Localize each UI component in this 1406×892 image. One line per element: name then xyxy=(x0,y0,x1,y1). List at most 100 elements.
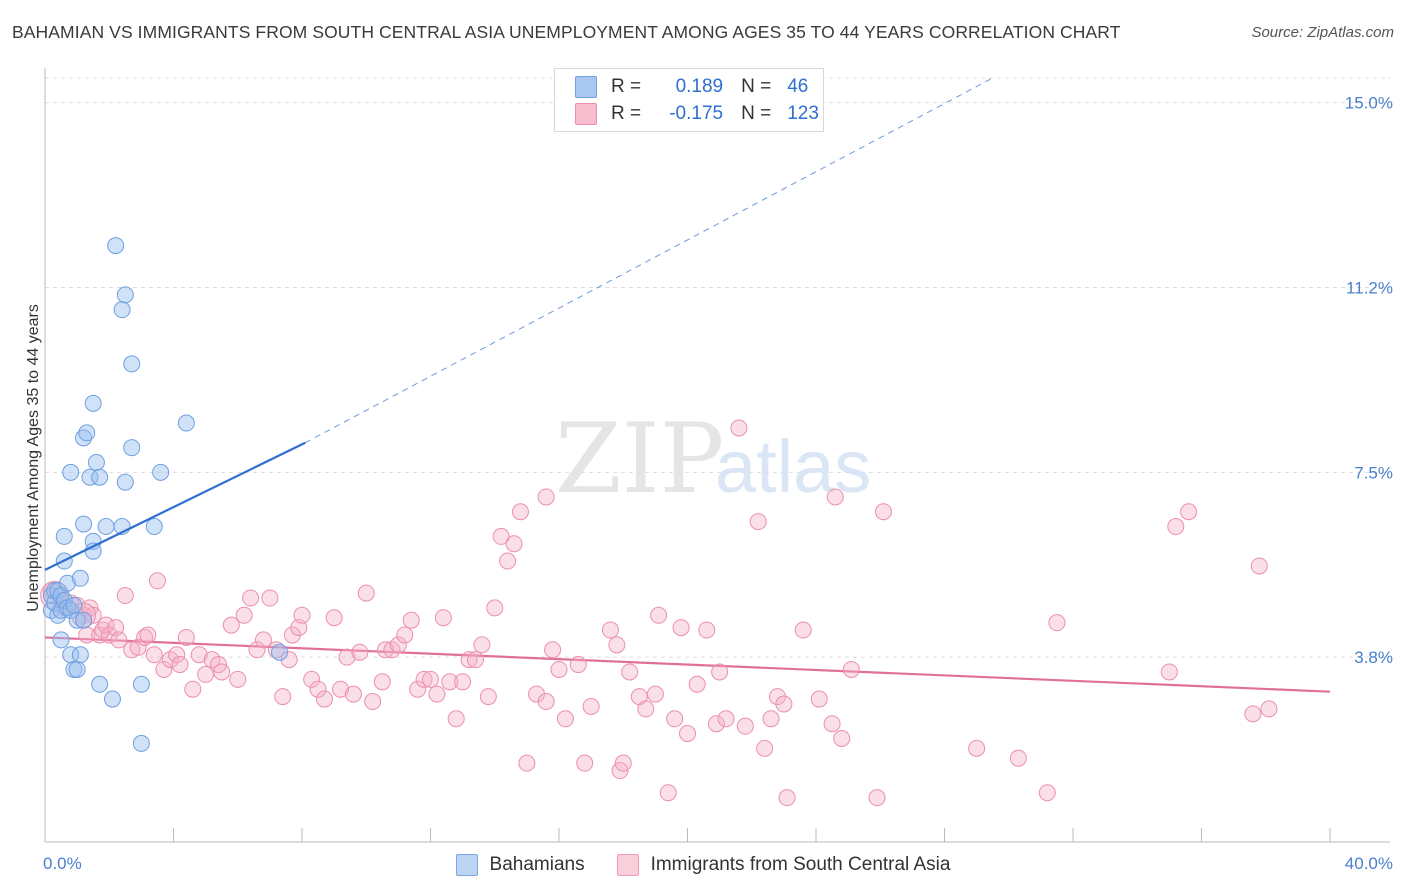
data-point xyxy=(473,636,491,654)
data-point xyxy=(537,693,555,711)
data-point xyxy=(775,695,793,713)
data-point xyxy=(550,660,568,678)
legend-row-immigrants: R = -0.175 N = 123 xyxy=(575,101,819,127)
data-point xyxy=(505,535,523,553)
n-label: N = xyxy=(741,103,772,124)
data-point xyxy=(145,646,163,664)
data-point xyxy=(116,286,134,304)
legend-item-immigrants[interactable]: Immigrants from South Central Asia xyxy=(616,854,950,876)
legend-swatch-blue xyxy=(575,76,597,98)
data-point xyxy=(62,601,80,619)
data-point xyxy=(1244,705,1262,723)
data-point xyxy=(736,717,754,735)
data-point xyxy=(309,680,327,698)
r-value-bahamians: 0.189 xyxy=(675,76,724,97)
legend-swatch-immigrants xyxy=(616,854,639,876)
data-point xyxy=(666,710,684,728)
data-point xyxy=(229,670,247,688)
legend-item-bahamians[interactable]: Bahamians xyxy=(455,854,585,876)
correlation-legend: R = 0.189 N = 46 R = -0.175 N = 123 xyxy=(554,68,824,132)
data-point xyxy=(103,690,121,708)
data-point xyxy=(248,641,266,659)
data-point xyxy=(357,584,375,602)
y-axis-label: Unemployment Among Ages 35 to 44 years xyxy=(25,304,42,612)
data-point xyxy=(110,631,128,649)
data-point xyxy=(1250,557,1268,575)
data-point xyxy=(338,648,356,666)
data-point xyxy=(58,574,76,592)
data-point xyxy=(132,675,150,693)
data-point xyxy=(148,572,166,590)
data-point xyxy=(55,527,73,545)
data-point xyxy=(364,693,382,711)
data-point xyxy=(78,424,96,442)
data-point xyxy=(842,660,860,678)
data-point xyxy=(75,429,93,447)
data-point xyxy=(499,552,517,570)
chart-title: BAHAMIAN VS IMMIGRANTS FROM SOUTH CENTRA… xyxy=(12,22,1121,42)
data-point xyxy=(711,663,729,681)
data-point xyxy=(582,697,600,715)
data-point xyxy=(97,616,115,634)
data-point xyxy=(62,463,80,481)
data-point xyxy=(91,675,109,693)
source-label: Source: ZipAtlas.com xyxy=(1251,24,1394,41)
n-value-immigrants: 123 xyxy=(787,103,819,124)
data-point xyxy=(123,355,141,373)
data-point xyxy=(152,463,170,481)
points-bahamians xyxy=(42,237,289,752)
data-point xyxy=(556,710,574,728)
data-point xyxy=(139,626,157,644)
data-point xyxy=(171,656,189,674)
data-point xyxy=(235,606,253,624)
data-point xyxy=(303,670,321,688)
data-point xyxy=(544,641,562,659)
data-point xyxy=(688,675,706,693)
data-point xyxy=(518,754,536,772)
y-tick-label: 15.0% xyxy=(1345,94,1393,113)
x-tick-label: 40.0% xyxy=(1345,854,1393,873)
data-point xyxy=(621,663,639,681)
data-point xyxy=(68,611,86,629)
data-point xyxy=(91,468,109,486)
data-point xyxy=(168,646,186,664)
data-point xyxy=(373,673,391,691)
data-point xyxy=(52,631,70,649)
data-point xyxy=(569,656,587,674)
data-point xyxy=(511,503,529,521)
data-point xyxy=(87,453,105,471)
data-point xyxy=(762,710,780,728)
data-point xyxy=(466,651,484,669)
data-point xyxy=(254,631,272,649)
data-point xyxy=(267,641,285,659)
legend-row-bahamians: R = 0.189 N = 46 xyxy=(575,74,808,100)
data-point xyxy=(637,700,655,718)
data-point xyxy=(325,609,343,627)
data-point xyxy=(116,587,134,605)
data-point xyxy=(177,414,195,432)
grid-lines xyxy=(45,77,1390,658)
data-point xyxy=(75,515,93,533)
data-point xyxy=(650,606,668,624)
data-point xyxy=(65,596,83,614)
axes xyxy=(44,68,1390,843)
data-point xyxy=(351,643,369,661)
r-label: R = xyxy=(611,76,642,97)
trend-line-bahamians xyxy=(44,77,993,571)
data-point xyxy=(132,734,150,752)
data-point xyxy=(794,621,812,639)
data-point xyxy=(415,670,433,688)
data-point xyxy=(107,237,125,255)
data-point xyxy=(84,394,102,412)
data-point xyxy=(833,729,851,747)
data-point xyxy=(460,651,478,669)
data-point xyxy=(129,638,147,656)
r-value-immigrants: -0.175 xyxy=(669,103,724,124)
data-point xyxy=(71,646,89,664)
data-point xyxy=(537,488,555,506)
data-point xyxy=(91,626,109,644)
data-point xyxy=(1038,784,1056,802)
data-point xyxy=(271,643,289,661)
data-point xyxy=(409,680,427,698)
